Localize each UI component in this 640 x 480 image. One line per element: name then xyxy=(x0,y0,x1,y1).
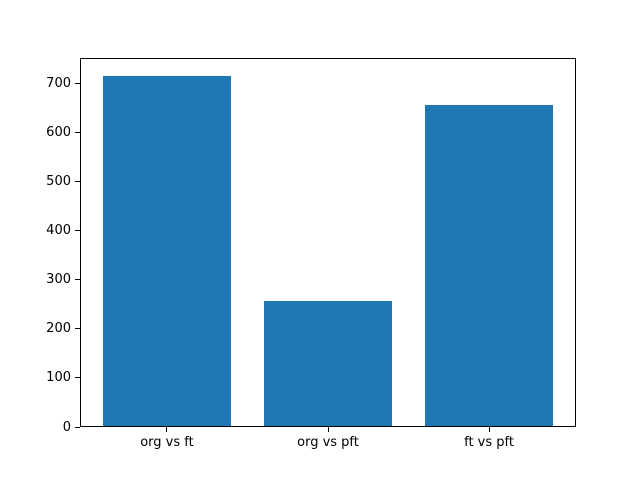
bar-ft-vs-pft xyxy=(424,105,554,426)
y-tick-mark-600 xyxy=(75,132,80,134)
y-tick-mark-100 xyxy=(75,377,80,379)
y-tick-label-0: 0 xyxy=(62,419,71,435)
x-tick-label-2: ft vs pft xyxy=(464,435,514,450)
y-tick-label-500: 500 xyxy=(46,174,71,190)
bar-org-vs-pft xyxy=(263,301,393,426)
y-tick-label-300: 300 xyxy=(46,272,71,288)
y-tick-mark-500 xyxy=(75,181,80,183)
y-tick-mark-700 xyxy=(75,83,80,85)
y-tick-mark-200 xyxy=(75,328,80,330)
x-tick-label-0: org vs ft xyxy=(140,435,194,450)
y-tick-label-700: 700 xyxy=(46,76,71,92)
x-tick-label-1: org vs pft xyxy=(297,435,359,450)
y-tick-label-400: 400 xyxy=(46,223,71,239)
y-tick-mark-400 xyxy=(75,230,80,232)
y-tick-mark-300 xyxy=(75,279,80,281)
y-tick-label-600: 600 xyxy=(46,125,71,141)
y-tick-mark-0 xyxy=(75,426,80,428)
y-tick-label-100: 100 xyxy=(46,370,71,386)
bar-org-vs-ft xyxy=(102,75,232,426)
y-tick-label-200: 200 xyxy=(46,321,71,337)
x-tick-mark-2 xyxy=(488,427,490,432)
x-tick-mark-1 xyxy=(327,427,329,432)
x-tick-mark-0 xyxy=(166,427,168,432)
